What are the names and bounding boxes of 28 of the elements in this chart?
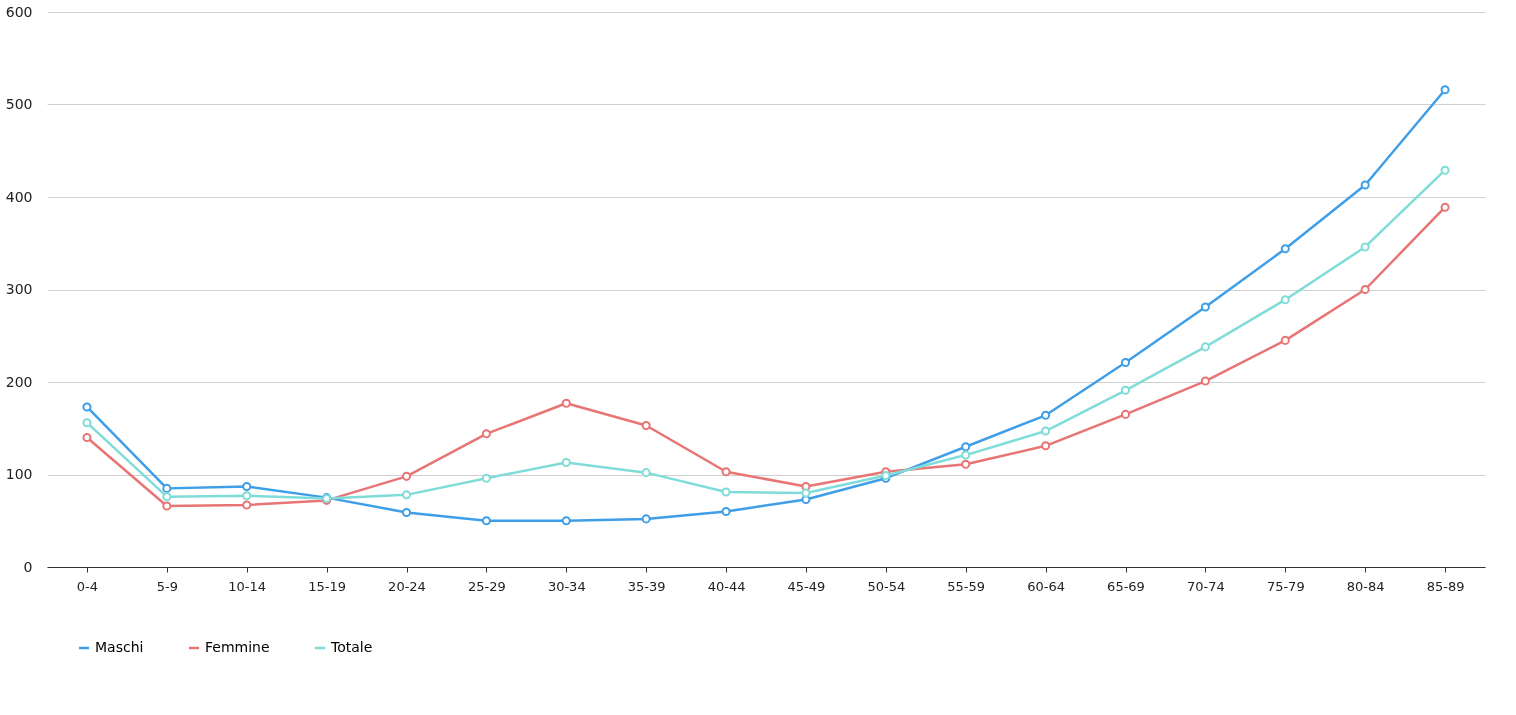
x-tick-label: 10-14 [228, 578, 267, 594]
x-tick-label: 35-39 [627, 578, 666, 594]
x-tick-label: 55-59 [947, 578, 986, 594]
x-tick-label: 45-49 [787, 578, 826, 594]
x-tick-label: 30-34 [547, 578, 586, 594]
x-tick-label: 20-24 [388, 578, 426, 594]
x-tick-label: 25-29 [468, 578, 506, 594]
x-tick-label: 60-64 [1027, 578, 1065, 594]
x-tick-label: 85-89 [1426, 578, 1465, 594]
x-tick-label: 75-79 [1266, 578, 1305, 594]
x-tick-label: 15-19 [308, 578, 346, 594]
x-tick-label: 65-69 [1107, 578, 1145, 594]
legend-label: Totale [330, 639, 373, 655]
y-tick-label: 200 [5, 373, 33, 390]
x-tick-label: 5-9 [156, 578, 178, 594]
x-tick-label: 40-44 [707, 578, 746, 594]
legend-label: Femmine [205, 639, 270, 655]
x-tick-label: 0-4 [76, 578, 99, 594]
legend-label: Maschi [95, 639, 144, 655]
x-tick-label: 70-74 [1187, 578, 1225, 594]
x-tick-label: 50-54 [867, 578, 906, 594]
y-tick-label: 600 [5, 3, 33, 20]
x-tick-label: 80-84 [1346, 578, 1385, 594]
y-tick-label: 300 [5, 281, 33, 297]
y-tick-label: 100 [5, 466, 33, 482]
y-tick-label: 400 [5, 188, 33, 205]
y-tick-label: 0 [23, 558, 33, 575]
y-tick-label: 500 [5, 96, 33, 112]
